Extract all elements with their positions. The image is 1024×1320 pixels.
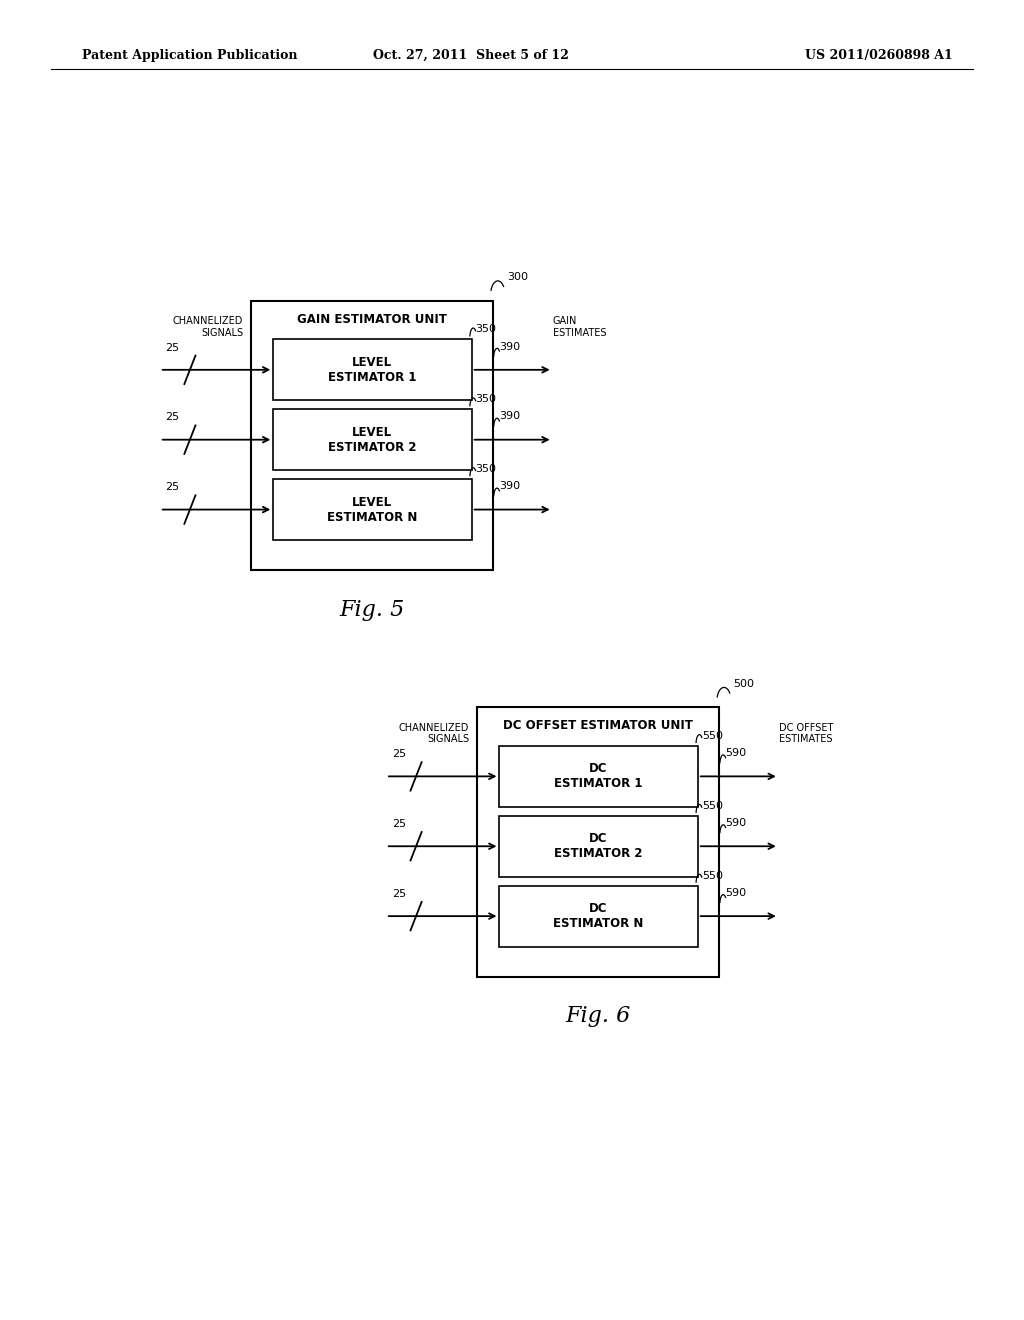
Text: 25: 25 <box>391 748 406 759</box>
Text: DC
ESTIMATOR N: DC ESTIMATOR N <box>553 902 644 931</box>
Bar <box>273 479 472 540</box>
Text: 25: 25 <box>391 818 406 829</box>
Text: GAIN ESTIMATOR UNIT: GAIN ESTIMATOR UNIT <box>297 313 446 326</box>
Text: CHANNELIZED
SIGNALS: CHANNELIZED SIGNALS <box>173 315 243 338</box>
Text: DC OFFSET ESTIMATOR UNIT: DC OFFSET ESTIMATOR UNIT <box>503 719 693 733</box>
Text: 590: 590 <box>726 818 746 828</box>
Text: 350: 350 <box>475 325 497 334</box>
Text: LEVEL
ESTIMATOR 2: LEVEL ESTIMATOR 2 <box>328 425 417 454</box>
Text: 25: 25 <box>166 342 179 352</box>
Text: 590: 590 <box>726 888 746 898</box>
Text: 390: 390 <box>500 412 520 421</box>
Text: Fig. 6: Fig. 6 <box>565 1005 631 1027</box>
Text: 25: 25 <box>166 482 179 492</box>
Text: 590: 590 <box>726 748 746 758</box>
Bar <box>251 301 493 570</box>
Text: 390: 390 <box>500 342 520 351</box>
Text: Oct. 27, 2011  Sheet 5 of 12: Oct. 27, 2011 Sheet 5 of 12 <box>373 49 569 62</box>
Text: 350: 350 <box>475 395 497 404</box>
Text: 550: 550 <box>701 801 723 810</box>
Bar <box>273 409 472 470</box>
Bar <box>477 708 719 977</box>
Text: DC
ESTIMATOR 1: DC ESTIMATOR 1 <box>554 763 643 791</box>
Bar <box>500 746 697 807</box>
Text: 350: 350 <box>475 465 497 474</box>
Text: DC OFFSET
ESTIMATES: DC OFFSET ESTIMATES <box>778 722 834 744</box>
Text: Patent Application Publication: Patent Application Publication <box>82 49 297 62</box>
Text: GAIN
ESTIMATES: GAIN ESTIMATES <box>553 315 606 338</box>
Text: Fig. 5: Fig. 5 <box>339 598 404 620</box>
Text: 300: 300 <box>507 272 528 282</box>
Text: 25: 25 <box>391 888 406 899</box>
Text: CHANNELIZED
SIGNALS: CHANNELIZED SIGNALS <box>399 722 469 744</box>
Text: 550: 550 <box>701 871 723 880</box>
Bar <box>500 816 697 876</box>
Text: LEVEL
ESTIMATOR 1: LEVEL ESTIMATOR 1 <box>328 356 417 384</box>
Text: 550: 550 <box>701 731 723 741</box>
Bar <box>500 886 697 946</box>
Text: LEVEL
ESTIMATOR N: LEVEL ESTIMATOR N <box>328 495 418 524</box>
Text: 500: 500 <box>733 678 755 689</box>
Text: 390: 390 <box>500 482 520 491</box>
Text: DC
ESTIMATOR 2: DC ESTIMATOR 2 <box>554 832 643 861</box>
Text: US 2011/0260898 A1: US 2011/0260898 A1 <box>805 49 952 62</box>
Text: 25: 25 <box>166 412 179 422</box>
Bar <box>273 339 472 400</box>
